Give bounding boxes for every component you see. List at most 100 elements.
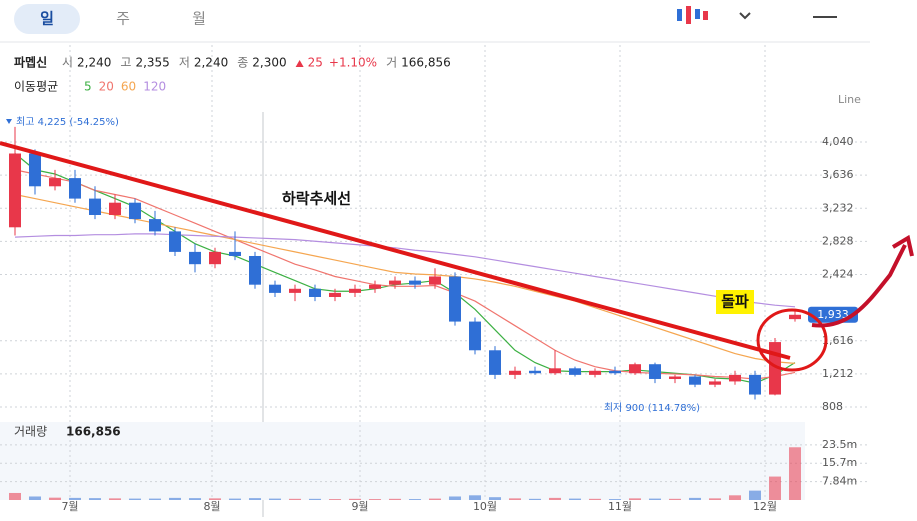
candle-body xyxy=(449,276,461,322)
candle-body xyxy=(269,284,281,293)
y-tick-label: 23.5m xyxy=(822,438,857,451)
candle-body xyxy=(149,219,161,232)
tab[interactable]: 주 xyxy=(116,10,130,28)
candle-body xyxy=(629,364,641,374)
volume-bar xyxy=(189,498,201,500)
low-label: 최저 900 (114.78%) xyxy=(604,402,700,414)
candle-body xyxy=(489,350,501,375)
volume-bar xyxy=(349,498,361,500)
x-tick-label: 11월 xyxy=(608,500,632,513)
volume-title: 거래량 xyxy=(14,425,47,439)
plot: 808 1,212 1,616 2,424 2,828 3,232 3,636 4,040 7월… xyxy=(0,45,870,513)
candle-body xyxy=(649,364,661,379)
y-tick-label: 7.84m xyxy=(822,475,857,488)
candle-body xyxy=(389,280,401,285)
volume-bar xyxy=(109,498,121,500)
highlight-circle xyxy=(756,308,828,372)
candle-body xyxy=(669,376,681,379)
volume-bar xyxy=(89,498,101,500)
candle-body xyxy=(49,178,61,187)
volume-bar xyxy=(9,492,21,500)
stat: 종 xyxy=(237,56,248,70)
y-axis-label: Line xyxy=(838,93,861,106)
high-marker xyxy=(6,119,12,124)
candle-body xyxy=(309,288,321,297)
up-icon xyxy=(295,60,304,67)
tab[interactable]: 월 xyxy=(192,10,206,28)
volume-bar xyxy=(769,476,781,500)
candle-body xyxy=(189,251,201,265)
candle-body xyxy=(89,198,101,215)
volume-panel xyxy=(0,422,805,500)
volume-bar xyxy=(69,497,81,500)
tab[interactable]: 일 xyxy=(40,10,54,28)
ma-label: 이동평균 xyxy=(14,80,58,94)
volume-bar xyxy=(169,497,181,500)
volume-bar xyxy=(689,497,701,500)
annotation: 돌파 xyxy=(721,293,749,311)
volume-bar xyxy=(289,498,301,500)
stat: 2,355 xyxy=(135,56,169,70)
y-tick-label: 4,040 xyxy=(822,135,854,148)
dropdown-icon[interactable] xyxy=(739,12,751,20)
candle-body xyxy=(289,288,301,293)
candle-body xyxy=(9,153,21,228)
volume-bar xyxy=(789,447,801,500)
candle-body xyxy=(109,202,121,215)
volume-total: 166,856 xyxy=(66,425,121,439)
y-tick-label: 2,424 xyxy=(822,268,854,281)
volume-bar xyxy=(309,498,321,500)
stat: +1.10% xyxy=(329,56,377,70)
stat: 2,240 xyxy=(77,56,111,70)
arrow xyxy=(811,244,907,328)
volume-bar xyxy=(529,498,541,500)
volume-bar xyxy=(649,498,661,500)
volume-bar xyxy=(49,497,61,500)
ma-legend: 5 20 60 120 xyxy=(84,80,166,94)
stat: 시 xyxy=(62,56,73,70)
candle-body xyxy=(469,321,481,351)
volume-bar xyxy=(549,497,561,500)
candle-body xyxy=(249,255,261,285)
volume-bar xyxy=(249,498,261,500)
volume-bar xyxy=(429,498,441,500)
x-tick-label: 10월 xyxy=(473,500,497,513)
candle-body xyxy=(429,276,441,285)
stat: 2,300 xyxy=(252,56,286,70)
volume-bar xyxy=(609,499,621,500)
stat: 거 xyxy=(386,56,397,70)
candle-body xyxy=(209,251,221,265)
volume-bar xyxy=(489,497,501,500)
legend-entry: 120 xyxy=(143,80,166,94)
ma-line xyxy=(14,193,796,364)
candle-body xyxy=(709,381,721,385)
volume-bar xyxy=(749,490,761,500)
candle-body xyxy=(789,314,801,320)
volume-bar xyxy=(29,496,41,500)
stat: 25 xyxy=(308,56,323,70)
x-tick-label: 9월 xyxy=(351,500,368,513)
volume-bar xyxy=(229,498,241,500)
stat: 고 xyxy=(120,56,131,70)
tab-selected-bg xyxy=(14,4,80,34)
candle-body xyxy=(729,374,741,382)
volume-bar xyxy=(709,498,721,500)
volume-bar xyxy=(629,498,641,500)
candle-body xyxy=(529,370,541,374)
legend-entry: 60 xyxy=(121,80,136,94)
chart-type-icon[interactable] xyxy=(677,6,708,24)
y-tick-label: 3,232 xyxy=(822,201,854,214)
volume-bar xyxy=(729,495,741,500)
candle-body xyxy=(229,251,241,256)
y-tick-label: 1,616 xyxy=(822,334,854,347)
volume-bar xyxy=(129,498,141,500)
y-tick-label: 15.7m xyxy=(822,456,857,469)
candle-body xyxy=(329,292,341,297)
volume-bar xyxy=(409,499,421,500)
highlight xyxy=(716,290,754,314)
candle-body xyxy=(609,370,621,374)
candle-body xyxy=(589,370,601,375)
volume-bar xyxy=(269,498,281,500)
candle-body xyxy=(689,376,701,385)
volume-bar xyxy=(329,499,341,500)
